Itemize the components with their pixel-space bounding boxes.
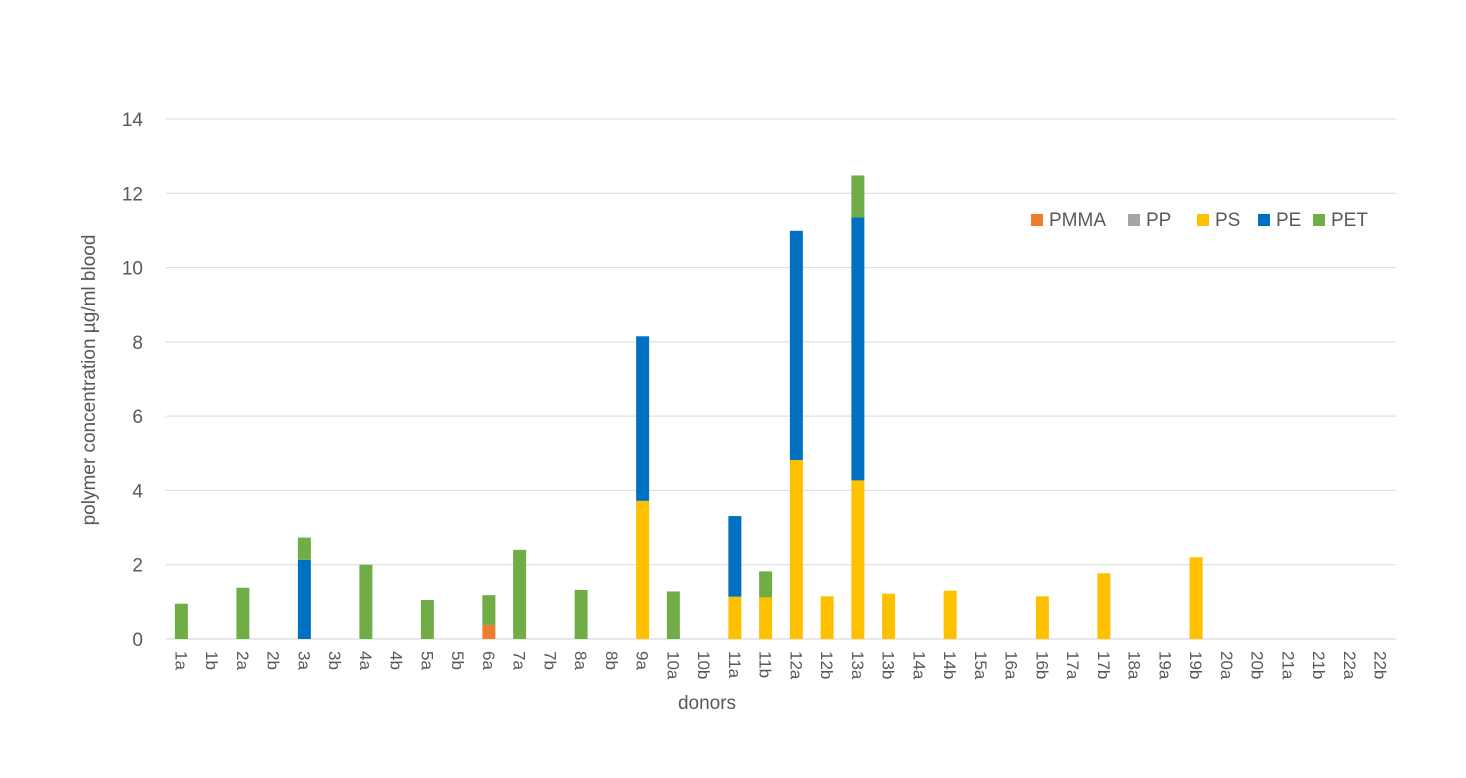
gridlines bbox=[166, 118, 1396, 640]
y-axis: 0 2 4 6 8 10 12 14 bbox=[122, 110, 144, 651]
x-tick-label: 16b bbox=[1032, 651, 1051, 679]
bar-pet-4a bbox=[359, 564, 373, 639]
bar-pet-6a bbox=[482, 595, 496, 625]
bar-pmma-6a bbox=[482, 624, 496, 639]
x-axis-title: donors bbox=[678, 693, 736, 714]
legend-label-ps: PS bbox=[1215, 210, 1240, 231]
legend-label-pet: PET bbox=[1331, 210, 1368, 231]
x-tick-label: 13b bbox=[879, 651, 898, 679]
bar-pet-8a bbox=[574, 589, 588, 639]
bar-ps-13a bbox=[851, 480, 865, 639]
y-tick-label: 14 bbox=[122, 110, 144, 131]
x-tick-label: 7a bbox=[510, 651, 529, 670]
x-tick-label: 11b bbox=[756, 651, 775, 678]
x-tick-label: 4b bbox=[387, 651, 406, 670]
bar-pet-11b bbox=[759, 571, 773, 598]
y-tick-label: 0 bbox=[132, 630, 143, 651]
bar-pe-13a bbox=[851, 217, 865, 481]
x-tick-label: 21a bbox=[1278, 651, 1297, 680]
x-tick-label: 21b bbox=[1309, 651, 1328, 679]
x-tick-label: 2a bbox=[233, 651, 252, 670]
bar-pet-7a bbox=[513, 549, 527, 639]
x-axis: 1a 1b 2a 2b 3a 3b 4a 4b 5a 5b 6a 7a 7b 8a 8b 9a 10a 10b 11… bbox=[171, 651, 1389, 680]
x-tick-label: 19a bbox=[1155, 651, 1174, 680]
x-tick-label: 22a bbox=[1340, 651, 1359, 680]
legend-swatch-pp bbox=[1128, 214, 1140, 226]
bar-ps-17b bbox=[1097, 573, 1111, 639]
bar-ps-12b bbox=[820, 596, 834, 639]
x-tick-label: 22b bbox=[1371, 651, 1390, 679]
bar-pe-9a bbox=[636, 336, 650, 501]
bar-ps-13b bbox=[882, 593, 896, 639]
bar-ps-16b bbox=[1035, 596, 1049, 639]
x-tick-label: 5a bbox=[417, 651, 436, 670]
legend-label-pmma: PMMA bbox=[1049, 210, 1106, 231]
y-tick-label: 10 bbox=[122, 259, 143, 280]
x-tick-label: 10a bbox=[663, 651, 682, 680]
bar-pe-12a bbox=[789, 230, 803, 460]
y-tick-label: 4 bbox=[132, 481, 143, 502]
y-tick-label: 8 bbox=[132, 333, 143, 354]
bar-pet-5a bbox=[420, 600, 434, 639]
bar-ps-11b bbox=[759, 597, 773, 639]
x-tick-label: 17b bbox=[1094, 651, 1113, 679]
x-tick-label: 11a bbox=[725, 651, 744, 679]
y-axis-title: polymer concentration µg/ml blood bbox=[79, 235, 100, 526]
x-tick-label: 15a bbox=[971, 651, 990, 680]
x-tick-label: 18a bbox=[1125, 651, 1144, 680]
x-tick-label: 9a bbox=[633, 651, 652, 670]
legend-label-pe: PE bbox=[1276, 210, 1301, 231]
legend-label-pp: PP bbox=[1146, 210, 1171, 231]
x-tick-label: 7b bbox=[540, 651, 559, 670]
x-tick-label: 10b bbox=[694, 651, 713, 679]
legend-swatch-pmma bbox=[1031, 214, 1043, 226]
x-tick-label: 3a bbox=[294, 651, 313, 670]
bar-ps-14b bbox=[943, 590, 957, 639]
bars bbox=[174, 175, 1203, 639]
x-tick-label: 6a bbox=[479, 651, 498, 670]
x-tick-label: 20b bbox=[1248, 651, 1267, 679]
y-tick-label: 2 bbox=[132, 556, 143, 577]
y-tick-label: 12 bbox=[122, 184, 143, 205]
legend-swatch-pe bbox=[1258, 214, 1270, 226]
bar-pe-11a bbox=[728, 516, 742, 597]
bar-pet-3a bbox=[297, 537, 311, 560]
legend-swatch-ps bbox=[1197, 214, 1209, 226]
bar-pet-13a bbox=[851, 175, 865, 218]
x-tick-label: 3b bbox=[325, 651, 344, 670]
x-tick-label: 4a bbox=[356, 651, 375, 670]
bar-ps-12a bbox=[789, 459, 803, 639]
x-tick-label: 1a bbox=[171, 651, 190, 670]
x-tick-label: 2b bbox=[264, 651, 283, 670]
x-tick-label: 8a bbox=[571, 651, 590, 670]
x-tick-label: 5b bbox=[448, 651, 467, 670]
legend-swatch-pet bbox=[1313, 214, 1325, 226]
bar-pet-10a bbox=[666, 591, 680, 639]
x-tick-label: 12a bbox=[786, 651, 805, 680]
bar-pet-2a bbox=[236, 587, 250, 639]
x-tick-label: 1b bbox=[202, 651, 221, 670]
x-tick-label: 19b bbox=[1186, 651, 1205, 679]
x-tick-label: 8b bbox=[602, 651, 621, 670]
bar-ps-11a bbox=[728, 596, 742, 639]
bar-pet-1a bbox=[174, 603, 188, 639]
bar-pe-3a bbox=[297, 559, 311, 639]
bar-ps-19b bbox=[1189, 557, 1203, 639]
x-tick-label: 14a bbox=[909, 651, 928, 680]
x-tick-label: 14b bbox=[940, 651, 959, 679]
x-tick-label: 17a bbox=[1063, 651, 1082, 680]
x-tick-label: 13a bbox=[848, 651, 867, 680]
bar-ps-9a bbox=[636, 500, 650, 639]
legend: PMMA PP PS PE PET bbox=[1031, 210, 1368, 231]
y-tick-label: 6 bbox=[132, 407, 143, 428]
x-tick-label: 16a bbox=[1002, 651, 1021, 680]
x-tick-label: 12b bbox=[817, 651, 836, 679]
x-tick-label: 20a bbox=[1217, 651, 1236, 680]
